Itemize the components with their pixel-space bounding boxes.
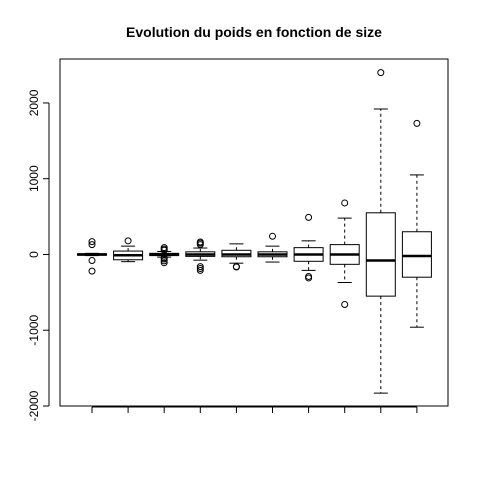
- box-8: [329, 199, 360, 308]
- box-6: [257, 232, 288, 263]
- outlier-point: [232, 263, 240, 271]
- outlier-point: [196, 241, 204, 249]
- box-body: [365, 212, 396, 297]
- outlier-point: [160, 257, 168, 265]
- outlier-point: [305, 213, 313, 221]
- outlier-point: [160, 259, 168, 267]
- outlier-point: [124, 237, 132, 245]
- y-axis: -2000 -1000 0 1000 2000: [27, 89, 50, 421]
- y-tick-label: -2000: [27, 390, 41, 421]
- outlier-point: [341, 300, 349, 308]
- chart-title: Evolution du poids en fonction de size: [126, 24, 382, 40]
- box-4: [185, 238, 216, 274]
- box-9: [365, 69, 396, 394]
- box-body: [401, 231, 432, 278]
- outlier-point: [196, 264, 204, 272]
- outlier-point: [413, 119, 421, 127]
- outlier-point: [160, 246, 168, 254]
- outlier-point: [160, 255, 168, 263]
- outlier-point: [377, 69, 385, 77]
- y-tick-label: 1000: [27, 165, 41, 192]
- outlier-point: [269, 232, 276, 240]
- box-10: [401, 119, 432, 328]
- y-tick-label: -1000: [27, 315, 41, 346]
- box-1: [77, 238, 107, 275]
- outlier-point: [196, 263, 204, 271]
- outlier-point: [88, 267, 96, 275]
- outlier-point: [88, 257, 96, 265]
- box-5: [221, 243, 252, 271]
- box-2: [113, 237, 144, 263]
- outlier-point: [196, 266, 204, 274]
- x-axis: [91, 406, 418, 413]
- outlier-point: [88, 241, 96, 249]
- plot-frame: [59, 58, 449, 407]
- outlier-point: [88, 238, 96, 246]
- y-tick-label: 2000: [27, 89, 41, 116]
- outlier-point: [341, 199, 349, 207]
- y-tick-label: 0: [27, 251, 41, 258]
- plot-area: [77, 69, 432, 394]
- box-3: [149, 244, 180, 267]
- box-7: [293, 213, 324, 282]
- outlier-point: [305, 274, 313, 282]
